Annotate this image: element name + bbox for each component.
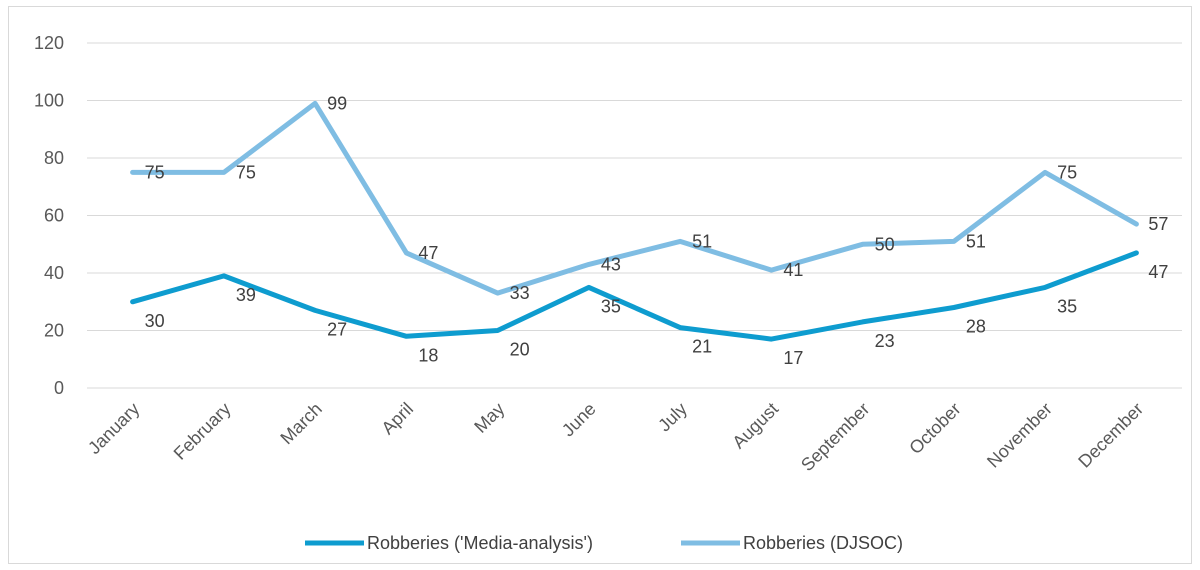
x-tick-label: February (170, 399, 235, 464)
series-line-media-analysis (130, 250, 1139, 342)
data-label-media-analysis: 30 (145, 311, 165, 331)
legend-label-media-analysis: Robberies ('Media-analysis') (367, 533, 593, 553)
x-tick-label: November (983, 399, 1056, 472)
x-tick-label: July (654, 399, 691, 436)
data-label-media-analysis: 35 (601, 296, 621, 316)
y-tick-label: 120 (34, 33, 64, 53)
series-lines (130, 100, 1139, 342)
data-label-media-analysis: 39 (236, 285, 256, 305)
data-label-djsoc: 51 (692, 231, 712, 251)
chart-frame (8, 6, 1192, 564)
x-tick-label: January (84, 399, 143, 458)
data-labels: 30 39 27 18 20 35 21 17 23 28 35 47 75 75 99 47 33 43 51 41… (145, 93, 1169, 368)
y-tick-label: 40 (44, 263, 64, 283)
data-label-media-analysis: 21 (692, 337, 712, 357)
y-tick-label: 0 (54, 378, 64, 398)
data-label-djsoc: 51 (966, 231, 986, 251)
data-label-media-analysis: 20 (510, 340, 530, 360)
data-label-djsoc: 41 (783, 260, 803, 280)
data-label-media-analysis: 35 (1057, 296, 1077, 316)
y-tick-label: 20 (44, 321, 64, 341)
data-label-media-analysis: 18 (418, 345, 438, 365)
gridlines (87, 42, 1182, 389)
x-tick-label: August (728, 399, 782, 453)
y-tick-label: 100 (34, 91, 64, 111)
data-label-media-analysis: 28 (966, 317, 986, 337)
data-label-djsoc: 57 (1148, 214, 1168, 234)
data-label-djsoc: 75 (236, 162, 256, 182)
x-tick-label: December (1074, 399, 1147, 472)
data-label-media-analysis: 47 (1148, 262, 1168, 282)
data-label-djsoc: 99 (327, 93, 347, 113)
data-label-djsoc: 75 (1057, 162, 1077, 182)
legend: Robberies ('Media-analysis') Robberies (… (305, 533, 903, 553)
data-label-djsoc: 47 (418, 243, 438, 263)
y-tick-label: 60 (44, 206, 64, 226)
y-axis-tick-labels: 0 20 40 60 80 100 120 (34, 33, 64, 398)
x-tick-label: October (905, 399, 964, 458)
x-tick-label: September (797, 399, 873, 475)
data-label-djsoc: 50 (875, 234, 895, 254)
y-tick-label: 80 (44, 148, 64, 168)
data-label-djsoc: 75 (145, 162, 165, 182)
legend-label-djsoc: Robberies (DJSOC) (743, 533, 903, 553)
x-tick-label: March (276, 399, 326, 449)
data-label-djsoc: 33 (510, 283, 530, 303)
data-label-djsoc: 43 (601, 254, 621, 274)
data-label-media-analysis: 17 (783, 348, 803, 368)
data-label-media-analysis: 27 (327, 319, 347, 339)
x-tick-label: May (470, 399, 508, 437)
x-axis-tick-labels: January February March April May June July Augu… (84, 399, 1147, 475)
x-tick-label: June (558, 399, 600, 441)
x-tick-label: April (378, 399, 418, 439)
data-label-media-analysis: 23 (875, 331, 895, 351)
series-line-djsoc (130, 100, 1139, 296)
